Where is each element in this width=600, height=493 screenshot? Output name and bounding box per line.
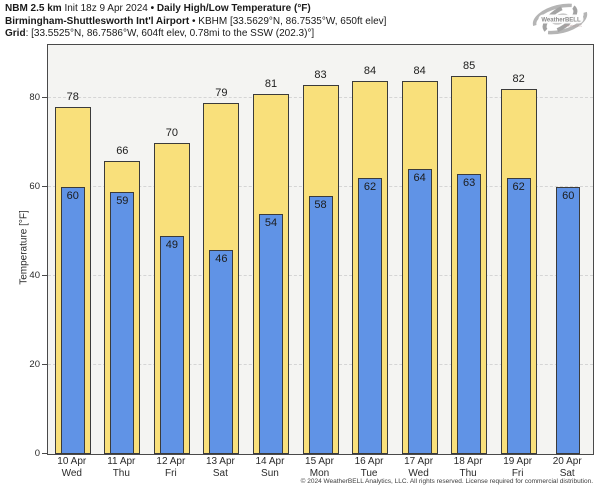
y-tick-mark	[42, 97, 47, 99]
low-value-label: 62	[363, 181, 377, 194]
low-value-label: 60	[66, 190, 79, 203]
model-name: NBM 2.5 km	[5, 3, 62, 14]
y-tick-mark	[42, 364, 47, 366]
x-tick-date: 15 Apr	[305, 456, 334, 467]
low-bar	[556, 187, 581, 454]
low-bar	[159, 236, 184, 454]
bullet-separator: •	[189, 15, 199, 27]
title-line-2: Birmingham-Shuttlesworth Int'l Airport •…	[5, 16, 386, 29]
y-tick-label-40: 40	[29, 270, 40, 282]
high-value-label: 82	[512, 73, 525, 86]
x-tick-date: 14 Apr	[255, 456, 285, 467]
high-value-label: 70	[165, 126, 178, 139]
station-info: KBHM [33.5629°N, 86.7535°W, 650ft elev]	[198, 15, 387, 27]
station-name: Birmingham-Shuttlesworth Int'l Airport	[5, 15, 190, 27]
y-tick-mark	[42, 186, 47, 188]
logo-sub-text: Analytics LLC	[564, 24, 583, 28]
low-value-label: 46	[215, 252, 228, 265]
y-tick-label-0: 0	[34, 448, 40, 459]
grid-info: : [33.5525°N, 86.7586°W, 604ft elev, 0.7…	[25, 28, 315, 39]
x-tick-weekday: Wed	[408, 467, 429, 479]
low-value-label: 64	[413, 172, 426, 185]
low-bar	[258, 213, 283, 454]
high-value-label: 81	[264, 77, 278, 90]
x-tick-date: 20 Apr	[552, 456, 582, 467]
x-tick-date: 12 Apr	[156, 456, 186, 467]
high-value-label: 85	[463, 60, 476, 73]
y-axis-title: Temperature [°F]	[18, 210, 30, 285]
x-tick-weekday: Wed	[61, 467, 82, 479]
low-bar	[209, 249, 234, 454]
low-bar	[60, 187, 85, 454]
x-tick-label: 17 Apr Wed	[389, 456, 449, 479]
x-tick-weekday: Fri	[511, 467, 524, 479]
low-bar	[110, 191, 135, 454]
x-tick-label: 10 Apr Wed	[42, 456, 102, 479]
low-value-label: 49	[165, 239, 178, 252]
chart-title-block: NBM 2.5 km Init 18z 9 Apr 2024 • Daily H…	[5, 3, 386, 41]
high-value-label: 83	[314, 69, 327, 81]
x-tick-date: 19 Apr	[503, 456, 533, 467]
x-tick-label: 18 Apr Thu	[438, 456, 498, 479]
x-tick-label: 13 Apr Sat	[190, 456, 250, 479]
x-tick-weekday: Sun	[261, 467, 279, 479]
x-tick-date: 18 Apr	[453, 456, 483, 467]
init-time: Init 18z 9 Apr 2024	[61, 3, 151, 14]
x-tick-weekday: Fri	[165, 467, 177, 479]
product-name: Daily High/Low Temperature (°F)	[156, 3, 311, 14]
low-bar	[308, 196, 333, 454]
logo-brand-text: WeatherBELL	[541, 17, 581, 23]
high-value-label: 79	[215, 86, 228, 99]
x-tick-label: 12 Apr Fri	[141, 456, 201, 479]
plot-area: 78 60 66 59 70 49 79 46 81 54 83 58 84 62 84 64 85 63 82 62…	[47, 44, 594, 455]
low-value-label: 60	[562, 190, 575, 203]
x-tick-weekday: Mon	[309, 467, 330, 479]
x-tick-label: 20 Apr Sat	[537, 456, 597, 479]
y-tick-label-60: 60	[29, 181, 40, 193]
low-bar	[358, 178, 383, 454]
x-tick-label: 11 Apr Thu	[91, 456, 151, 479]
x-tick-date: 13 Apr	[205, 456, 235, 467]
x-tick-weekday: Tue	[360, 467, 378, 479]
title-line-3: Grid: [33.5525°N, 86.7586°W, 604ft elev,…	[5, 28, 386, 41]
low-value-label: 58	[314, 199, 327, 212]
x-tick-date: 17 Apr	[404, 456, 434, 467]
y-tick-label-20: 20	[29, 359, 40, 371]
title-line-1: NBM 2.5 km Init 18z 9 Apr 2024 • Daily H…	[5, 3, 386, 16]
high-value-label: 66	[116, 144, 129, 157]
low-bar	[407, 169, 432, 454]
x-tick-label: 16 Apr Tue	[339, 456, 399, 479]
x-tick-label: 14 Apr Sun	[240, 456, 300, 479]
x-tick-date: 10 Apr	[57, 456, 87, 467]
high-value-label: 84	[413, 64, 426, 77]
y-tick-mark	[42, 453, 47, 454]
high-value-label: 78	[66, 91, 79, 104]
grid-label: Grid	[5, 28, 26, 39]
x-tick-label: 19 Apr Fri	[488, 456, 548, 479]
x-tick-date: 11 Apr	[107, 456, 136, 467]
weatherbell-logo-icon: WeatherBELL Analytics LLC	[532, 3, 588, 35]
copyright-notice: © 2024 WeatherBELL Analytics, LLC. All r…	[300, 478, 593, 485]
x-tick-label: 15 Apr Mon	[290, 456, 350, 479]
low-bar	[506, 178, 531, 454]
x-tick-date: 16 Apr	[354, 456, 384, 467]
y-tick-label-80: 80	[29, 92, 40, 104]
x-tick-weekday: Thu	[112, 467, 130, 479]
low-value-label: 62	[512, 181, 525, 194]
low-value-label: 63	[463, 176, 476, 189]
bullet-separator: •	[150, 3, 157, 14]
low-value-label: 59	[116, 194, 129, 207]
high-value-label: 84	[363, 64, 377, 77]
x-tick-weekday: Sat	[559, 467, 575, 479]
x-tick-weekday: Thu	[459, 467, 477, 479]
y-tick-mark	[42, 275, 47, 277]
low-bar	[457, 173, 482, 454]
low-value-label: 54	[264, 216, 278, 229]
x-tick-weekday: Sat	[212, 467, 228, 479]
